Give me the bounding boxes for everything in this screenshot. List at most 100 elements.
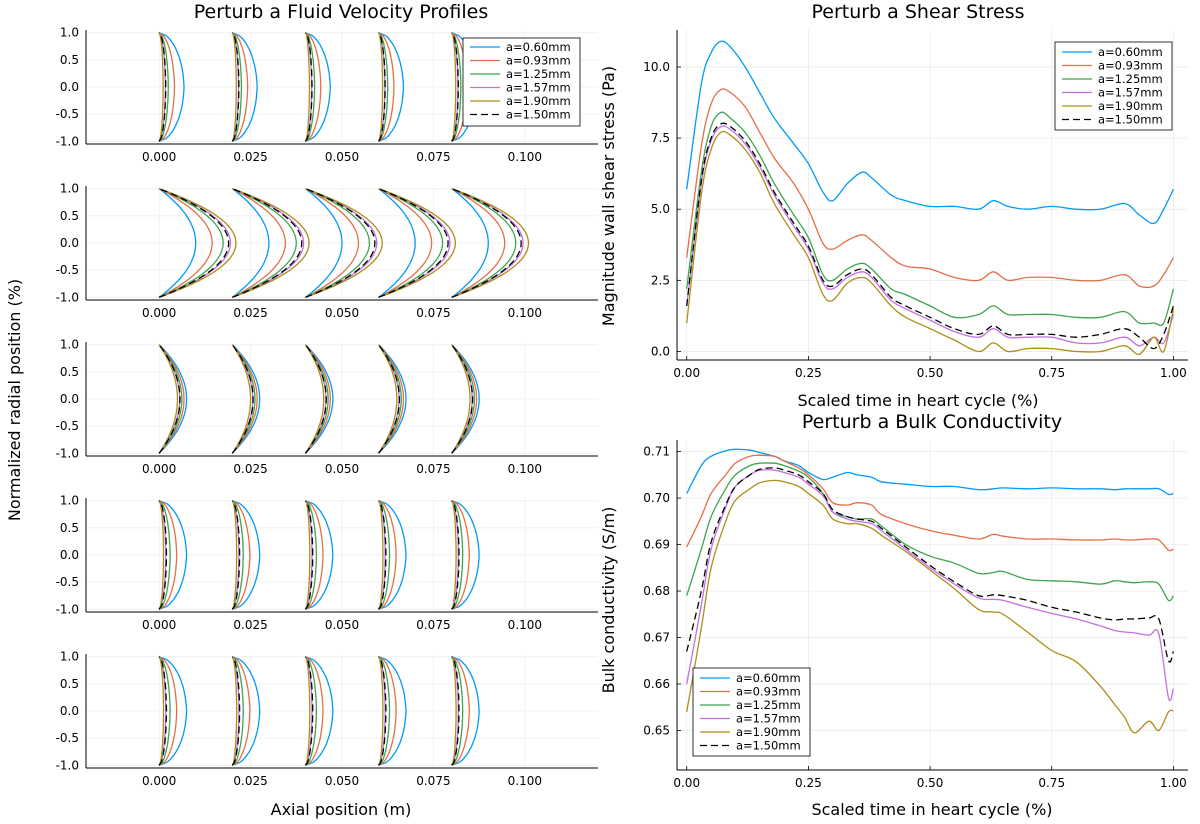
- x-tick-label: 0.25: [795, 776, 822, 790]
- velocity-profile-a-1-57mm: [451, 188, 524, 298]
- velocity-profile-a-1-90mm: [451, 656, 457, 766]
- y-tick-label: 0.65: [643, 723, 670, 737]
- velocity-profile-a-0-60mm: [305, 188, 343, 298]
- velocity-profile-a-0-93mm: [305, 32, 322, 142]
- shear-xlabel: Scaled time in heart cycle (%): [797, 391, 1038, 410]
- velocity-profile-a-1-57mm: [232, 188, 305, 298]
- conductivity-plot-area: 0.00 0.25 0.50 0.75 1.00 0.71 0.70 0.69 0.68 0.67…: [643, 440, 1188, 790]
- y-tick-label: 10.0: [643, 60, 670, 74]
- x-tick-label: 0.050: [325, 306, 359, 320]
- y-tick-label: -1.0: [56, 602, 79, 616]
- x-tick-label: 0.100: [508, 618, 542, 632]
- shear-legend: a=0.60mm a=0.93mm a=1.25mm a=1.57mm a=1.…: [1054, 41, 1173, 131]
- x-tick-label: 0.000: [142, 618, 176, 632]
- velocity-profile-a-1-50mm: [304, 656, 314, 766]
- conductivity-legend-label: a=1.57mm: [736, 712, 801, 726]
- y-tick-label: -1.0: [56, 290, 79, 304]
- velocity-profile-a-1-57mm: [305, 188, 378, 298]
- x-tick-label: 0.050: [325, 150, 359, 164]
- velocity-profile-a-0-60mm: [232, 32, 258, 142]
- velocity-profile-a-0-93mm: [158, 32, 176, 142]
- shear-legend-swatches: [1062, 51, 1092, 121]
- velocity-profile-a-0-60mm: [305, 500, 334, 610]
- y-tick-label: -1.0: [56, 758, 79, 772]
- y-tick-label: 0.0: [651, 344, 670, 358]
- y-tick-label: 0.0: [60, 236, 79, 250]
- velocity-profile-a-0-60mm: [305, 656, 334, 766]
- y-tick-label: 5.0: [651, 202, 670, 216]
- y-tick-label: 1.0: [60, 338, 79, 352]
- velocity-profile-a-1-25mm: [231, 656, 244, 766]
- velocity-profile-a-1-25mm: [158, 32, 169, 142]
- y-tick-label: 0.0: [60, 80, 79, 94]
- velocity-profile-a-1-25mm: [451, 500, 464, 610]
- velocity-profile-a-1-50mm: [378, 656, 387, 766]
- velocity-profile-a-1-50mm: [451, 32, 459, 142]
- velocity-profile-a-1-90mm: [231, 500, 238, 610]
- shear-legend-label: a=0.93mm: [1098, 59, 1163, 73]
- y-tick-label: 0.67: [643, 631, 670, 645]
- velocity-profile-a-1-25mm: [158, 188, 224, 298]
- velocity-profile-a-1-50mm: [231, 656, 241, 766]
- velocity-profile-a-1-90mm: [378, 344, 398, 454]
- y-tick-label: -0.5: [56, 575, 79, 589]
- velocity-profile-a-0-93mm: [451, 656, 470, 766]
- y-tick-label: -0.5: [56, 107, 79, 121]
- velocity-legend-box: [462, 37, 581, 127]
- velocity-panel-5: 0.000 0.025 0.050 0.075 0.100 1.0 0.5 0.0 -0.5 -1…: [56, 650, 598, 788]
- velocity-profile-a-0-93mm: [378, 344, 405, 454]
- velocity-profile-a-0-93mm: [158, 344, 185, 454]
- velocity-profile-a-0-93mm: [451, 188, 506, 298]
- y-tick-label: -0.5: [56, 263, 79, 277]
- velocity-profile-a-0-60mm: [304, 344, 334, 454]
- y-tick-label: 0.5: [60, 677, 79, 691]
- velocity-profile-a-0-60mm: [305, 32, 331, 142]
- velocity-profile-a-0-93mm: [158, 188, 213, 298]
- x-tick-label: 0.025: [233, 774, 267, 788]
- x-tick-label: 1.00: [1160, 366, 1187, 380]
- x-tick-label: 0.100: [508, 462, 542, 476]
- y-tick-label: 0.66: [643, 677, 670, 691]
- conductivity-ylabel: Bulk conductivity (S/m): [599, 507, 618, 694]
- x-tick-label: 0.075: [416, 306, 450, 320]
- velocity-profile-a-1-90mm: [231, 656, 238, 766]
- velocity-panel-2: 0.000 0.025 0.050 0.075 0.100 1.0 0.5 0.0 -0.5 -1…: [56, 182, 598, 320]
- series-line-a-1-57mm: [686, 469, 1175, 702]
- x-tick-label: 0.00: [673, 776, 700, 790]
- velocity-profile-a-1-25mm: [451, 32, 462, 142]
- velocity-profile-a-1-90mm: [231, 344, 252, 454]
- velocity-panel-1: 0.000 0.025 0.050 0.075 0.100 1.0 0.5 0.0 -0.5 -1…: [56, 26, 598, 164]
- velocity-profile-a-1-90mm: [451, 32, 457, 142]
- x-tick-label: 0.00: [673, 366, 700, 380]
- x-tick-label: 0.050: [325, 618, 359, 632]
- y-tick-label: 0.0: [60, 704, 79, 718]
- velocity-profile-a-0-93mm: [231, 344, 258, 454]
- velocity-profile-a-1-50mm: [451, 500, 460, 610]
- velocity-legend: a=0.60mm a=0.93mm a=1.25mm a=1.57mm a=1.…: [462, 37, 581, 127]
- conductivity-legend-label: a=0.60mm: [736, 671, 801, 685]
- shear-title: Perturb a Shear Stress: [811, 1, 1024, 23]
- velocity-profile-a-1-50mm: [158, 344, 181, 454]
- velocity-profile-a-0-93mm: [378, 500, 397, 610]
- velocity-profile-a-1-25mm: [232, 188, 297, 298]
- velocity-profile-a-0-93mm: [304, 344, 331, 454]
- velocity-panel-4: 0.000 0.025 0.050 0.075 0.100 1.0 0.5 0.0 -0.5 -1…: [56, 494, 598, 632]
- velocity-profile-a-0-93mm: [158, 656, 178, 766]
- y-tick-label: 1.0: [60, 26, 79, 40]
- y-tick-label: 0.5: [60, 365, 79, 379]
- velocity-profile-a-1-50mm: [451, 344, 474, 454]
- conductivity-legend: a=0.60mm a=0.93mm a=1.25mm a=1.57mm a=1.…: [692, 667, 811, 757]
- velocity-profile-a-0-60mm: [451, 656, 480, 766]
- velocity-profile-a-1-90mm: [451, 500, 457, 610]
- conductivity-legend-label: a=0.93mm: [736, 685, 801, 699]
- x-tick-label: 0.75: [1038, 366, 1065, 380]
- series-line-a-0-93mm: [686, 454, 1174, 552]
- velocity-profile-a-1-50mm: [304, 344, 327, 454]
- velocity-legend-label: a=1.50mm: [506, 108, 571, 122]
- velocity-profile-a-1-90mm: [158, 188, 237, 298]
- velocity-title: Perturb a Fluid Velocity Profiles: [194, 1, 489, 23]
- velocity-profile-a-1-90mm: [158, 32, 164, 142]
- velocity-profile-a-1-90mm: [158, 500, 165, 610]
- velocity-profile-a-1-25mm: [158, 656, 171, 766]
- velocity-profile-a-0-60mm: [451, 500, 480, 610]
